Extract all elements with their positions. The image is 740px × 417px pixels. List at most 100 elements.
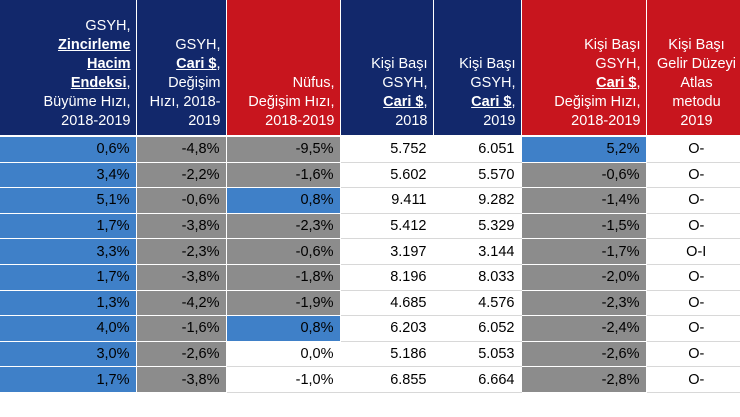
table-cell[interactable]: 6.051 [433,134,522,163]
table-cell[interactable]: -2,3% [136,238,227,265]
table-cell[interactable]: 1,3% [0,290,137,317]
table-cell[interactable]: -2,6% [136,341,227,368]
table-cell[interactable]: -0,6% [226,238,341,265]
table-cell[interactable]: -3,8% [136,264,227,291]
header-gdp-per-capita-2019[interactable]: Kişi Başı GSYH, Cari $, 2019 [433,0,522,136]
header-line: Değişim Hızı, [248,94,335,110]
table-cell[interactable]: 4.685 [340,290,434,317]
table-cell[interactable]: 0,0% [226,341,341,368]
header-population-change[interactable]: Nüfus, Değişim Hızı, 2018-2019 [226,0,341,136]
header-line: Hacim [2,55,131,74]
table-cell[interactable]: -3,8% [136,213,227,240]
table-cell[interactable]: 5,2% [521,134,647,163]
table-cell[interactable]: 8.196 [340,264,434,291]
table-cell[interactable]: 1,7% [0,264,137,291]
table-cell[interactable]: 5.570 [433,162,522,189]
table-cell[interactable]: O- [646,341,740,368]
table-row: 5,1% -0,6% 0,8% 9.411 9.282 -1,4% O- [0,187,740,214]
table-cell[interactable]: 4.576 [433,290,522,317]
header-income-level-atlas[interactable]: Kişi Başı Gelir Düzeyi Atlas metodu 2019 [646,0,740,136]
header-line: GSYH, [85,18,131,34]
table-cell[interactable]: -4,8% [136,134,227,163]
header-row: GSYH, Zincirleme Hacim Endeksi, Büyüme Hızı,… [0,0,740,136]
table-cell[interactable]: -9,5% [226,134,341,163]
table-cell[interactable]: O- [646,134,740,163]
table-cell[interactable]: -2,2% [136,162,227,189]
header-underlined-text: Cari $ [176,56,217,72]
table-cell[interactable]: -4,2% [136,290,227,317]
table-cell[interactable]: O- [646,162,740,189]
table-cell[interactable]: 3,0% [0,341,137,368]
table-cell[interactable]: -2,3% [226,213,341,240]
table-cell[interactable]: O- [646,213,740,240]
table-cell[interactable]: 0,8% [226,315,341,342]
header-underlined-text: Hacim [86,56,131,72]
header-punctuation: , [511,94,516,110]
table-cell[interactable]: -0,6% [136,187,227,214]
table-cell[interactable]: -2,4% [521,315,647,342]
table-cell[interactable]: -1,6% [226,162,341,189]
table-cell[interactable]: 1,7% [0,213,137,240]
table-cell[interactable]: 6.664 [433,366,522,393]
table-cell[interactable]: 5.602 [340,162,434,189]
table-cell[interactable]: 5,1% [0,187,137,214]
header-gdp-chain-volume-growth[interactable]: GSYH, Zincirleme Hacim Endeksi, Büyüme Hızı,… [0,0,137,136]
table-cell[interactable]: -2,0% [521,264,647,291]
table-cell[interactable]: 5.329 [433,213,522,240]
table-cell[interactable]: -0,6% [521,162,647,189]
table-cell[interactable]: O- [646,366,740,393]
header-line: Cari $, [436,93,516,112]
table-cell[interactable]: 1,7% [0,366,137,393]
table-cell[interactable]: 8.033 [433,264,522,291]
table-cell[interactable]: -1,7% [521,238,647,265]
table-row: 1,3% -4,2% -1,9% 4.685 4.576 -2,3% O- [0,290,740,317]
table-cell[interactable]: 6.052 [433,315,522,342]
table-cell[interactable]: -2,6% [521,341,647,368]
table-cell[interactable]: 6.855 [340,366,434,393]
header-line: Cari $, [139,55,220,74]
table-cell[interactable]: -3,8% [136,366,227,393]
header-gdp-per-capita-change[interactable]: Kişi Başı GSYH, Cari $, Değişim Hızı, 2018-… [521,0,647,136]
table-cell[interactable]: O- [646,187,740,214]
header-line: 2018 [395,113,428,129]
table-cell[interactable]: 0,6% [0,134,137,163]
table-cell[interactable]: 5.412 [340,213,434,240]
table-cell[interactable]: O-I [646,238,740,265]
table-cell[interactable]: 4,0% [0,315,137,342]
table-cell[interactable]: O- [646,315,740,342]
table-cell[interactable]: 3.197 [340,238,434,265]
header-gdp-per-capita-2018[interactable]: Kişi Başı GSYH, Cari $, 2018 [340,0,434,136]
header-line: Nüfus, [292,75,335,91]
table-cell[interactable]: 9.282 [433,187,522,214]
table-cell[interactable]: 3,4% [0,162,137,189]
table-cell[interactable]: -1,0% [226,366,341,393]
header-underlined-text: Cari $ [596,75,637,91]
table-cell[interactable]: -1,8% [226,264,341,291]
header-line: Atlas [680,75,713,91]
table-row: 0,6% -4,8% -9,5% 5.752 6.051 5,2% O- [0,134,740,163]
table-cell[interactable]: 6.203 [340,315,434,342]
table-cell[interactable]: 3.144 [433,238,522,265]
table-cell[interactable]: -1,9% [226,290,341,317]
table-cell[interactable]: -2,3% [521,290,647,317]
table-cell[interactable]: O- [646,290,740,317]
header-punctuation: , [636,75,641,91]
header-line: Zincirleme [2,36,131,55]
header-gdp-current-usd-change[interactable]: GSYH, Cari $, Değişim Hızı, 2018- 2019 [136,0,227,136]
table-cell[interactable]: 5.186 [340,341,434,368]
table-cell[interactable]: O- [646,264,740,291]
table-row: 3,4% -2,2% -1,6% 5.602 5.570 -0,6% O- [0,162,740,189]
table-cell[interactable]: 5.053 [433,341,522,368]
table-cell[interactable]: -1,4% [521,187,647,214]
header-line: Değişim [168,75,221,91]
table-cell[interactable]: 0,8% [226,187,341,214]
table-cell[interactable]: 5.752 [340,134,434,163]
header-line: Kişi Başı [668,37,725,53]
table-cell[interactable]: -2,8% [521,366,647,393]
header-line: 2019 [680,113,713,129]
table-cell[interactable]: -1,6% [136,315,227,342]
table-cell[interactable]: 3,3% [0,238,137,265]
header-underlined-text: Endeksi [70,75,127,91]
table-cell[interactable]: 9.411 [340,187,434,214]
table-cell[interactable]: -1,5% [521,213,647,240]
